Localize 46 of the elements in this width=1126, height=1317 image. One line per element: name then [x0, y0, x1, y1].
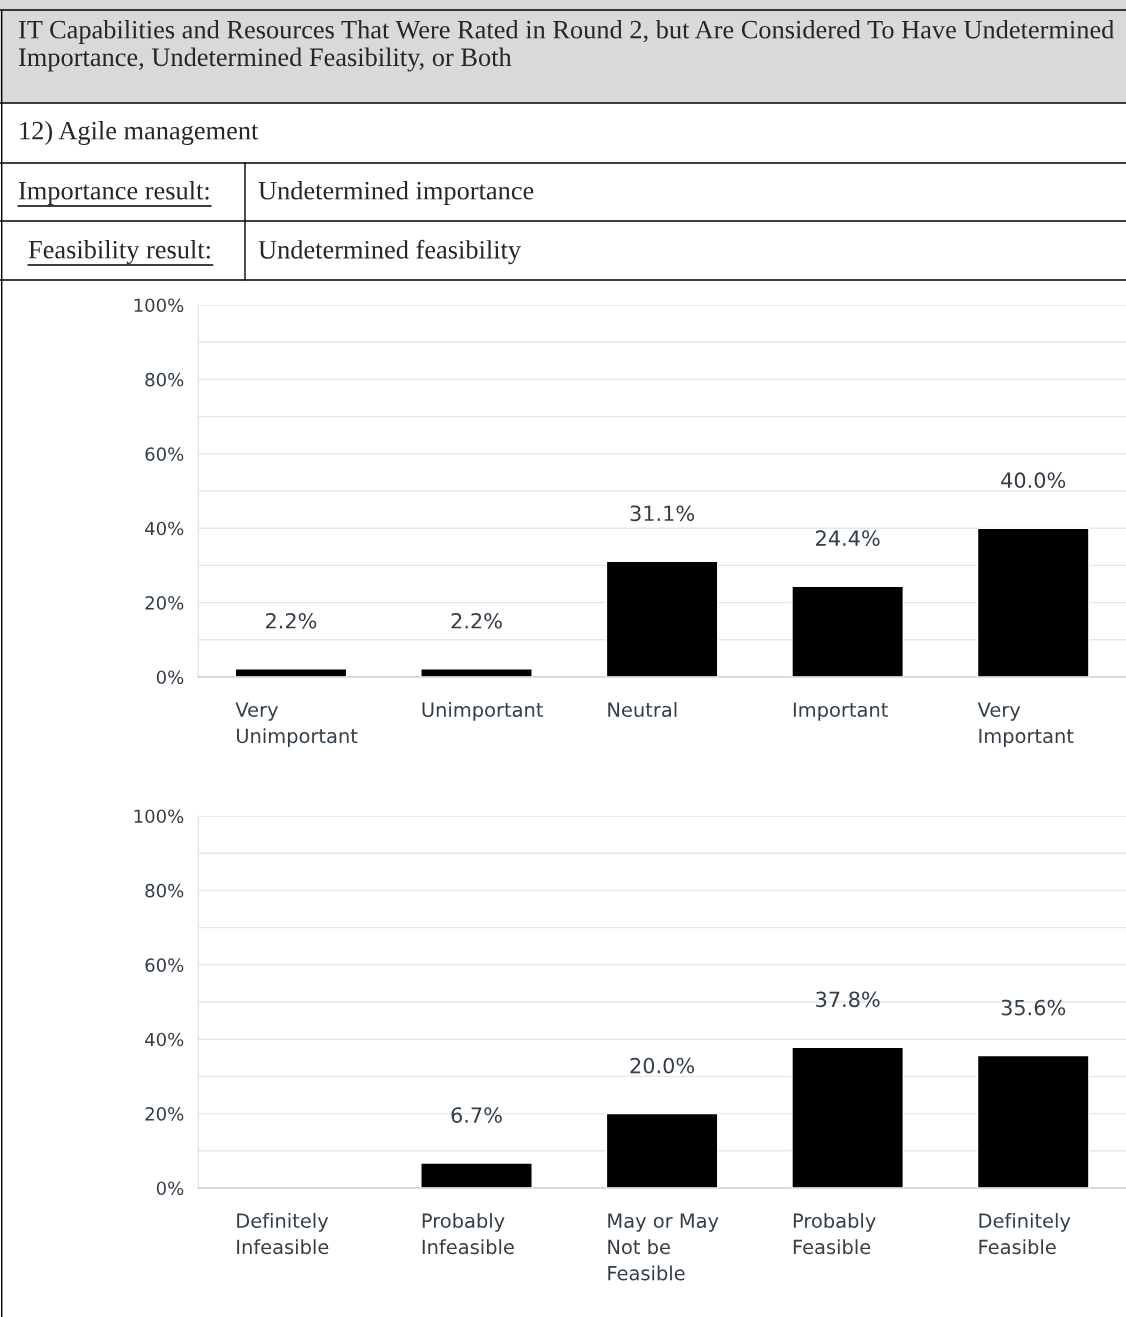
text: Undetermined importance	[258, 181, 534, 205]
bar	[420, 1162, 533, 1188]
bar	[976, 527, 1090, 677]
data-label: 6.7%	[451, 1107, 502, 1123]
y-tick-label: 100%	[134, 298, 184, 313]
y-tick-label: 20%	[145, 596, 184, 610]
y-tick-label: 60%	[145, 447, 184, 461]
data-label: 24.4%	[816, 530, 880, 547]
text: Undetermined feasibility	[258, 239, 521, 265]
x-tick-label: Important	[793, 702, 888, 721]
y-tick-label: 40%	[145, 1032, 184, 1047]
bar	[791, 1046, 905, 1188]
x-tick-label: Definitely Feasible	[979, 1213, 1071, 1255]
y-tick-label: 0%	[156, 1181, 184, 1196]
y-tick-label: 20%	[145, 1107, 184, 1121]
data-label: 37.8%	[816, 991, 880, 1008]
text: Feasibility result:	[28, 240, 210, 264]
data-label: 31.1%	[630, 505, 695, 522]
data-label: 2.2%	[266, 612, 317, 629]
y-tick-label: 80%	[145, 883, 184, 898]
x-tick-label: Very Unimportant	[235, 702, 358, 748]
data-label: 20.0%	[630, 1057, 695, 1074]
text: Importance result:	[18, 181, 209, 205]
x-tick-label: Probably Infeasible	[422, 1213, 514, 1255]
x-tick-label: May or May Not be Feasible	[608, 1213, 719, 1281]
y-tick-label: 80%	[145, 372, 184, 387]
y-tick-label: 60%	[145, 958, 184, 972]
x-tick-label: Neutral	[608, 702, 677, 718]
x-tick-label: Very Important	[977, 702, 1074, 748]
text: 12) Agile management	[20, 121, 259, 145]
x-tick-label: Unimportant	[422, 702, 544, 721]
y-tick-label: 0%	[156, 670, 184, 685]
y-tick-label: 40%	[145, 521, 184, 536]
x-tick-label: Probably Feasible	[793, 1213, 876, 1255]
x-tick-label: Definitely Infeasible	[237, 1213, 329, 1255]
data-label: 35.6%	[1001, 999, 1066, 1016]
bar	[605, 560, 719, 677]
bar	[791, 585, 905, 677]
bar	[234, 668, 348, 677]
bar	[976, 1054, 1090, 1188]
data-label: 40.0%	[1001, 472, 1066, 489]
data-label: 2.2%	[451, 612, 502, 629]
bar	[605, 1112, 719, 1188]
bar	[420, 668, 533, 677]
chart-title: IT Capabilities and Resources That Were Rated in Round 2, but Are Considered To Have Undetermined Importance, Undetermined Feasibility, or Both	[18, 20, 1115, 72]
y-tick-label: 100%	[134, 809, 184, 824]
